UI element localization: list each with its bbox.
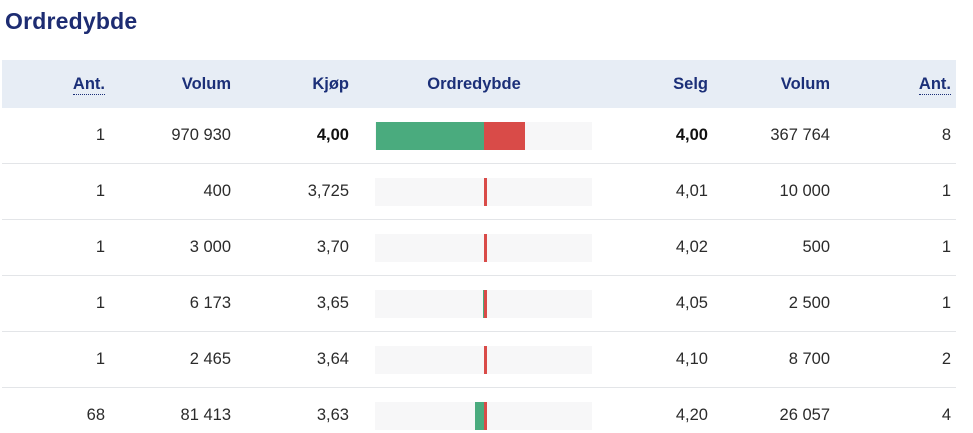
depth-buy-bar <box>482 289 484 318</box>
ask-price-cell: 4,05 <box>675 294 708 312</box>
header-volume-buy: Volum <box>181 74 231 93</box>
bid-price-cell: 4,00 <box>316 126 349 144</box>
depth-sell-bar <box>483 345 487 374</box>
ask-price-cell: 4,00 <box>675 126 708 144</box>
bid-price-cell: 3,70 <box>316 238 349 256</box>
ask-price-cell: 4,01 <box>675 182 708 200</box>
depth-bar-track <box>375 233 592 262</box>
depth-bar-track <box>375 345 592 374</box>
depth-table-row: 1 6 173 3,65 4,05 2 500 1 <box>2 276 956 332</box>
depth-table-body: 1 970 930 4,00 4,00 367 764 8 1 400 3,72… <box>2 108 956 433</box>
header-bid: Kjøp <box>312 74 349 93</box>
table-header-row: Ant. Volum Kjøp Ordredybde Selg Volum An… <box>2 60 956 108</box>
depth-bar-cell <box>354 233 594 262</box>
orders-sell-cell: 1 <box>941 238 951 256</box>
depth-table-row: 1 2 465 3,64 4,10 8 700 2 <box>2 332 956 388</box>
depth-table-row: 1 3 000 3,70 4,02 500 1 <box>2 220 956 276</box>
depth-bar-cell <box>354 401 594 430</box>
depth-table-row: 68 81 413 3,63 4,20 26 057 4 <box>2 388 956 433</box>
depth-bar-track <box>375 121 592 150</box>
header-orders-sell-abbr[interactable]: Ant. <box>918 74 951 95</box>
header-cell-orders-buy: Ant. <box>2 74 110 95</box>
depth-bar-cell <box>354 345 594 374</box>
depth-sell-bar <box>483 121 525 150</box>
depth-bar-cell <box>354 177 594 206</box>
orders-buy-cell: 1 <box>95 350 105 368</box>
depth-sell-bar <box>483 289 487 318</box>
volume-buy-cell: 970 930 <box>171 126 231 144</box>
depth-bar-track <box>375 177 592 206</box>
header-orders-buy-abbr[interactable]: Ant. <box>72 74 105 95</box>
depth-table-row: 1 970 930 4,00 4,00 367 764 8 <box>2 108 956 164</box>
depth-bar-track <box>375 289 592 318</box>
volume-buy-cell: 2 465 <box>189 350 231 368</box>
depth-bar-cell <box>354 289 594 318</box>
ask-price-cell: 4,02 <box>675 238 708 256</box>
orders-buy-cell: 68 <box>86 406 105 424</box>
orders-buy-cell: 1 <box>95 294 105 312</box>
depth-buy-bar <box>474 401 484 430</box>
orders-sell-cell: 1 <box>941 294 951 312</box>
depth-buy-bar <box>375 121 484 150</box>
orders-buy-cell: 1 <box>95 238 105 256</box>
depth-sell-bar <box>483 401 487 430</box>
orders-sell-cell: 2 <box>941 350 951 368</box>
header-ask: Selg <box>673 74 708 93</box>
volume-buy-cell: 400 <box>203 182 231 200</box>
volume-sell-cell: 367 764 <box>770 126 830 144</box>
header-cell-orders-sell: Ant. <box>835 74 956 95</box>
page-title: Ordredybde <box>5 8 138 34</box>
volume-buy-cell: 81 413 <box>180 406 231 424</box>
bid-price-cell: 3,64 <box>316 350 349 368</box>
bid-price-cell: 3,725 <box>307 182 349 200</box>
volume-buy-cell: 3 000 <box>189 238 231 256</box>
depth-sell-bar <box>483 233 487 262</box>
depth-bar-track <box>375 401 592 430</box>
volume-sell-cell: 500 <box>802 238 830 256</box>
orders-sell-cell: 8 <box>941 126 951 144</box>
volume-sell-cell: 8 700 <box>788 350 830 368</box>
volume-buy-cell: 6 173 <box>189 294 231 312</box>
orders-sell-cell: 4 <box>941 406 951 424</box>
ask-price-cell: 4,20 <box>675 406 708 424</box>
orders-buy-cell: 1 <box>95 182 105 200</box>
ask-price-cell: 4,10 <box>675 350 708 368</box>
depth-sell-bar <box>483 177 487 206</box>
depth-bar-cell <box>354 121 594 150</box>
bid-price-cell: 3,65 <box>316 294 349 312</box>
orders-sell-cell: 1 <box>941 182 951 200</box>
header-volume-sell: Volum <box>780 74 830 93</box>
order-depth-table: Ant. Volum Kjøp Ordredybde Selg Volum An… <box>2 60 956 433</box>
orders-buy-cell: 1 <box>95 126 105 144</box>
header-depth: Ordredybde <box>427 74 521 93</box>
depth-table-row: 1 400 3,725 4,01 10 000 1 <box>2 164 956 220</box>
bid-price-cell: 3,63 <box>316 406 349 424</box>
volume-sell-cell: 10 000 <box>779 182 830 200</box>
volume-sell-cell: 26 057 <box>779 406 830 424</box>
volume-sell-cell: 2 500 <box>788 294 830 312</box>
